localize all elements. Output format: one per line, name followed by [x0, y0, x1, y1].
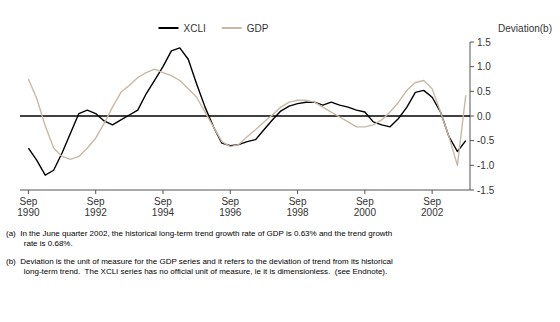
y-tick-label: 1.5: [477, 37, 491, 48]
x-tick-label-line: 2002: [421, 207, 444, 218]
footnote: (a) In the June quarter 2002, the histor…: [6, 229, 392, 248]
legend-swatch: [222, 27, 242, 29]
y-tick-label: 1.0: [477, 61, 491, 72]
legend-swatch: [159, 27, 179, 29]
x-tick-label-line: 1994: [152, 207, 175, 218]
footnote-line: rate is 0.68%.: [6, 239, 73, 248]
y-tick: [470, 66, 474, 67]
y-tick-label: -0.5: [477, 135, 495, 146]
x-tick-label-line: Sep: [423, 196, 441, 207]
footnote-line: (b) Deviation is the unit of measure for…: [6, 257, 393, 266]
background: [0, 0, 560, 322]
y-axis-label: Deviation(b): [498, 23, 552, 34]
y-tick: [470, 116, 474, 117]
legend-label: GDP: [247, 23, 269, 34]
legend-label: XCLI: [184, 23, 206, 34]
footnote-line: (a) In the June quarter 2002, the histor…: [6, 229, 392, 238]
x-tick: [297, 190, 298, 194]
y-tick: [470, 190, 474, 191]
y-tick: [470, 42, 474, 43]
x-tick-label-line: Sep: [221, 196, 239, 207]
x-tick-label: Sep1996: [219, 196, 242, 218]
footnote: (b) Deviation is the unit of measure for…: [6, 257, 393, 276]
x-tick-label-line: 2000: [354, 207, 377, 218]
x-tick: [95, 190, 96, 194]
y-tick-label: 0.0: [477, 111, 491, 122]
x-tick-label-line: Sep: [289, 196, 307, 207]
plot-area: [20, 48, 470, 175]
x-tick-label: Sep1998: [286, 196, 309, 218]
legend: XCLI GDP: [159, 23, 269, 34]
x-tick-label-line: 1998: [286, 207, 309, 218]
chart: -1.5-1.0-0.50.00.51.01.5Sep1990Sep1992Se…: [0, 0, 560, 322]
x-tick-label: Sep1992: [85, 196, 108, 218]
footnote-line: long-term trend. The XCLI series has no …: [6, 267, 387, 276]
x-tick-label-line: Sep: [20, 196, 38, 207]
x-tick: [28, 190, 29, 194]
series-line: [28, 48, 465, 175]
y-tick-label: 0.5: [477, 86, 491, 97]
y-tick-label: -1.0: [477, 160, 495, 171]
x-tick-label-line: 1990: [17, 207, 40, 218]
x-tick-label-line: Sep: [87, 196, 105, 207]
x-tick-label-line: 1996: [219, 207, 242, 218]
y-tick: [470, 91, 474, 92]
reference-line: [20, 115, 470, 117]
x-tick-label: Sep2000: [354, 196, 377, 218]
x-tick-label-line: Sep: [356, 196, 374, 207]
x-tick: [432, 190, 433, 194]
x-tick-label-line: 1992: [85, 207, 108, 218]
x-tick: [364, 190, 365, 194]
x-tick-label-line: Sep: [154, 196, 172, 207]
x-axis: [20, 190, 470, 191]
x-tick: [230, 190, 231, 194]
x-tick-label: Sep1994: [152, 196, 175, 218]
x-tick-label: Sep2002: [421, 196, 444, 218]
y-tick: [470, 140, 474, 141]
series-line: [28, 69, 465, 165]
x-tick-label: Sep1990: [17, 196, 40, 218]
x-tick: [162, 190, 163, 194]
y-tick-label: -1.5: [477, 185, 495, 196]
y-tick: [470, 165, 474, 166]
